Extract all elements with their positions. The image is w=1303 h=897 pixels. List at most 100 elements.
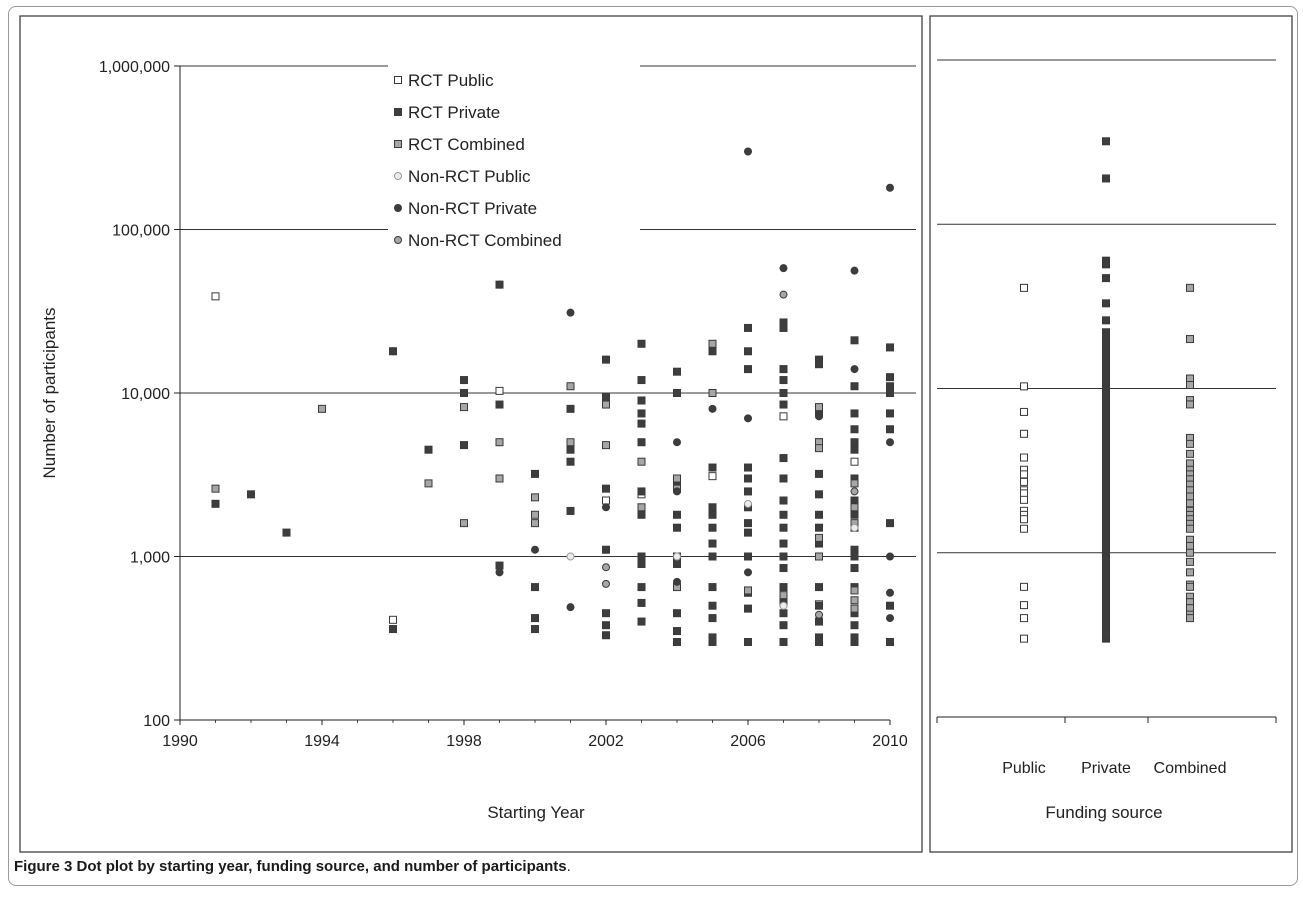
point-funding-public <box>1020 495 1028 504</box>
point-funding-public <box>1020 524 1028 533</box>
figure-caption-label: Figure 3 <box>14 858 73 875</box>
point-rct-private <box>815 469 823 478</box>
point-non-rct-combined <box>602 579 610 588</box>
point-rct-private <box>495 400 504 409</box>
point-rct-combined <box>850 503 859 512</box>
point-rct-private <box>602 631 610 640</box>
legend-marker-rct-private <box>394 108 402 116</box>
left-x-tick-label: 2002 <box>588 733 624 750</box>
point-rct-private <box>815 637 823 646</box>
left-y-tick-label: 100,000 <box>112 223 170 240</box>
legend-label-rct-private: RCT Private <box>408 103 500 122</box>
point-rct-combined <box>637 503 646 512</box>
point-non-rct-private <box>779 264 788 273</box>
point-rct-private <box>673 367 681 376</box>
point-rct-private <box>708 347 717 356</box>
figure-caption: Figure 3 Dot plot by starting year, fund… <box>14 858 571 875</box>
point-rct-combined <box>602 400 610 409</box>
point-rct-private <box>815 583 823 592</box>
point-rct-private <box>850 336 859 345</box>
point-rct-private <box>637 376 646 385</box>
point-rct-private <box>282 528 291 537</box>
point-rct-private <box>779 564 788 573</box>
point-rct-combined <box>779 591 788 600</box>
point-rct-private <box>566 457 575 466</box>
point-rct-private <box>850 564 859 573</box>
point-rct-private <box>779 454 788 463</box>
point-rct-private <box>673 609 681 618</box>
point-rct-combined <box>708 389 717 397</box>
point-funding-combined <box>1186 283 1194 292</box>
point-funding-public <box>1020 470 1028 479</box>
point-rct-private <box>779 523 788 532</box>
point-rct-private <box>744 474 752 483</box>
point-rct-private <box>708 463 717 472</box>
point-rct-private <box>886 601 894 610</box>
point-rct-private <box>531 614 539 623</box>
right-panel-border <box>929 15 1293 853</box>
legend-label-non-rct-combined: Non-RCT Combined <box>408 231 562 250</box>
point-non-rct-combined <box>779 290 788 299</box>
point-rct-private <box>495 561 504 570</box>
point-rct-private <box>637 409 646 418</box>
point-rct-private <box>744 487 752 496</box>
point-non-rct-private <box>744 147 752 156</box>
legend-label-rct-public: RCT Public <box>408 71 494 90</box>
point-rct-combined <box>566 438 575 447</box>
point-funding-combined <box>1186 335 1194 344</box>
point-funding-combined <box>1186 449 1194 458</box>
point-rct-private <box>637 559 646 568</box>
point-rct-private <box>850 382 859 391</box>
point-rct-private <box>744 323 752 332</box>
point-rct-public <box>495 386 504 395</box>
point-non-rct-private <box>886 438 894 447</box>
point-rct-private <box>779 510 788 519</box>
point-rct-private <box>708 583 717 592</box>
point-rct-combined <box>211 484 220 493</box>
point-rct-private <box>637 339 646 348</box>
point-rct-private <box>602 484 610 493</box>
left-x-tick-label: 1998 <box>446 733 482 750</box>
point-non-rct-private <box>850 266 859 275</box>
point-non-rct-combined <box>815 610 823 619</box>
point-funding-public <box>1020 407 1028 416</box>
point-rct-combined <box>744 586 752 595</box>
point-rct-combined <box>531 493 539 502</box>
point-rct-private <box>815 360 823 369</box>
point-rct-private <box>850 438 859 447</box>
point-funding-public <box>1020 489 1028 498</box>
point-non-rct-private <box>886 183 894 192</box>
point-rct-combined <box>566 382 575 391</box>
point-non-rct-private <box>708 404 717 413</box>
point-non-rct-private <box>744 414 752 423</box>
point-rct-private <box>815 490 823 499</box>
point-rct-private <box>779 365 788 374</box>
point-rct-combined <box>815 552 823 561</box>
point-rct-private <box>850 621 859 630</box>
legend-marker-rct-public <box>394 76 402 84</box>
point-rct-private <box>886 343 894 352</box>
point-rct-private <box>779 539 788 548</box>
point-rct-combined <box>850 479 859 488</box>
point-rct-combined <box>318 404 326 413</box>
point-rct-private <box>815 510 823 519</box>
point-rct-private <box>850 496 859 505</box>
point-rct-combined <box>815 403 823 412</box>
point-rct-private <box>602 609 610 618</box>
point-funding-combined <box>1186 492 1194 501</box>
left-axes: 100 1,000 10,000 100,000 1,000,000 1990 1994 19… <box>99 59 908 750</box>
left-x-tick-label: 2006 <box>730 733 766 750</box>
point-rct-private <box>673 523 681 532</box>
point-funding-public <box>1020 515 1028 524</box>
point-funding-combined <box>1186 568 1194 577</box>
point-non-rct-private <box>886 552 894 561</box>
point-rct-private <box>637 583 646 592</box>
point-rct-public <box>389 615 397 624</box>
point-rct-private <box>211 499 220 508</box>
point-rct-combined <box>708 339 717 348</box>
point-rct-private <box>779 323 788 332</box>
point-rct-combined <box>460 403 468 412</box>
point-rct-private <box>779 496 788 505</box>
point-rct-private <box>460 376 468 385</box>
point-rct-private <box>779 621 788 630</box>
